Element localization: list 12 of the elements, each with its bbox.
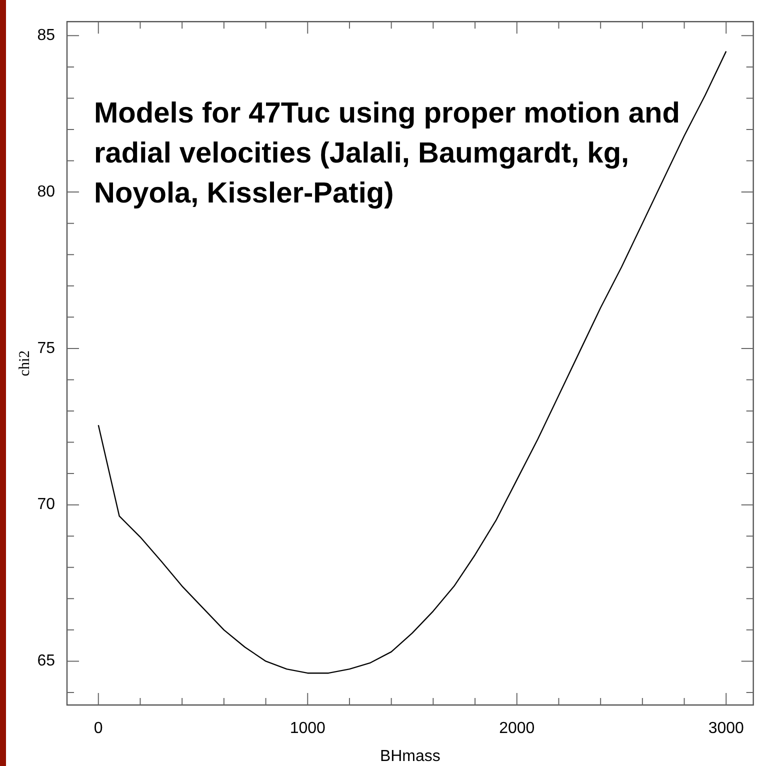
x-tick-label: 1000 <box>290 720 326 738</box>
y-tick-label: 85 <box>37 27 56 44</box>
x-tick-label: 3000 <box>708 720 744 738</box>
x-axis-title: BHmass <box>380 748 440 765</box>
y-tick-label: 70 <box>37 496 56 514</box>
text: Models for 47Tuc using proper motion and radial velocities (Jalali, Baumgardt, kg, Noyola, Kissler-Patig) <box>94 98 680 210</box>
x-tick-label: 0 <box>94 720 103 738</box>
y-tick-label: 75 <box>37 340 56 357</box>
y-axis-title: chi2 <box>16 350 33 376</box>
y-tick-label: 65 <box>37 652 56 670</box>
y-tick-label: 80 <box>37 183 56 200</box>
x-tick-label: 2000 <box>499 720 535 738</box>
